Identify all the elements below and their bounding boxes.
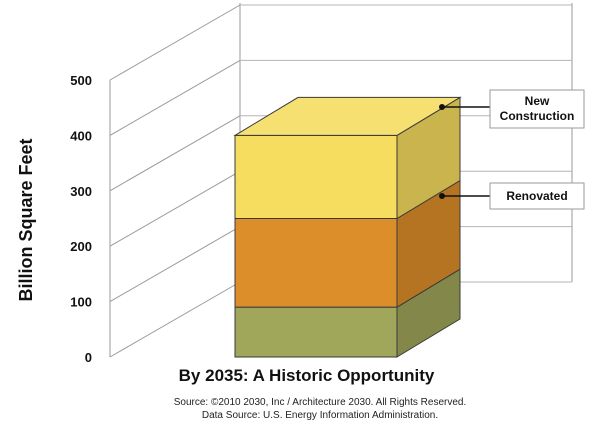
legend-box (489, 89, 585, 129)
depth-gridline (109, 115, 241, 192)
depth-gridline (109, 4, 241, 81)
y-tick-label: 400 (70, 128, 92, 143)
legend-label-line1: New (525, 94, 550, 108)
depth-gridline (109, 281, 241, 358)
y-tick-label: 200 (70, 239, 92, 254)
depth-gridline (109, 226, 241, 303)
chart-title: By 2035: A Historic Opportunity (178, 366, 435, 385)
y-axis-label: Billion Square Feet (16, 138, 36, 301)
bars-layer (233, 96, 462, 358)
legend-label: Renovated (506, 189, 567, 203)
bar-segment-front (234, 306, 398, 358)
depth-gridline (109, 59, 241, 136)
y-tick-label: 0 (85, 350, 92, 365)
bar-top-face (233, 96, 462, 136)
data-source-line: Data Source: U.S. Energy Information Adm… (201, 410, 439, 421)
legend-label-line2: Construction (500, 109, 575, 123)
legend-box (489, 182, 585, 210)
y-tick-label: 500 (70, 73, 92, 88)
bar-segment-front (234, 134, 398, 219)
bar-segment-front (234, 218, 398, 308)
source-line: Source: ©2010 2030, Inc / Architecture 2… (173, 397, 467, 408)
depth-gridline (109, 170, 241, 247)
y-tick-label: 300 (70, 184, 92, 199)
y-tick-label: 100 (70, 295, 92, 310)
